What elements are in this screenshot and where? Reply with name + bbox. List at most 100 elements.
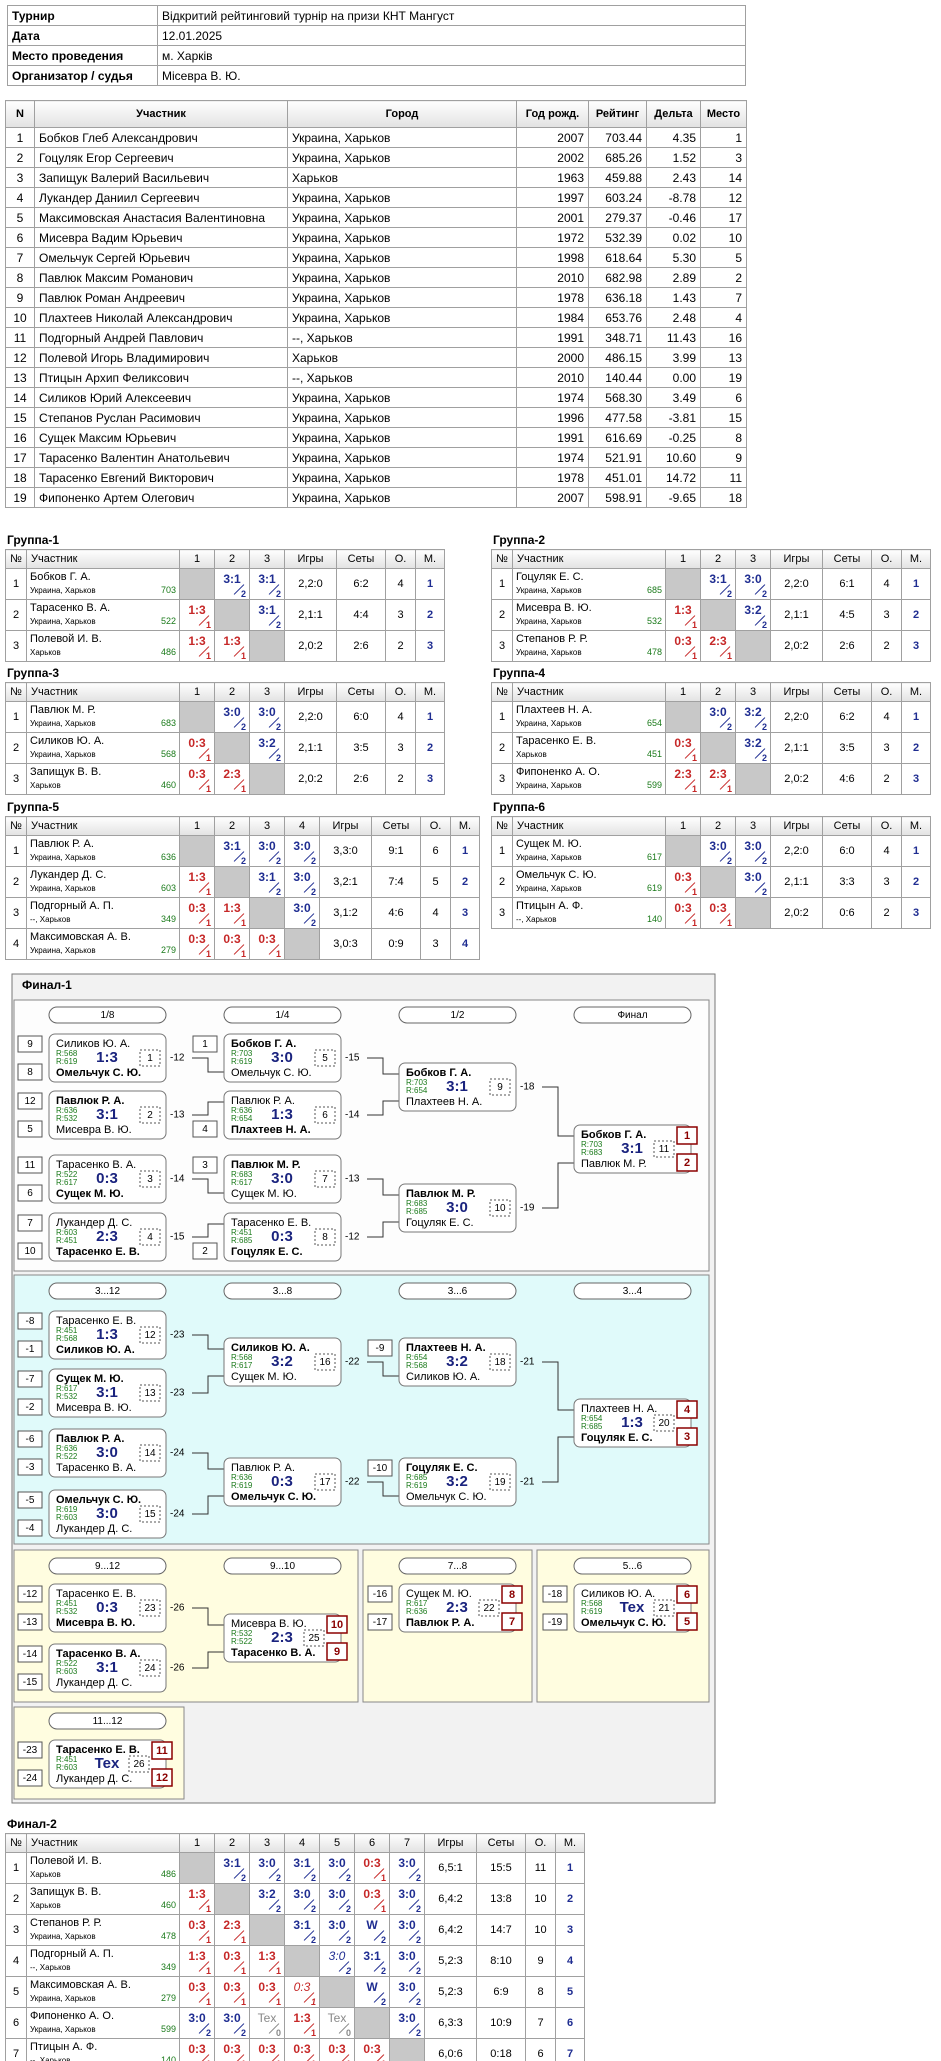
score: 3:0 (293, 1887, 311, 1901)
column-header: Игры (284, 682, 337, 702)
player-name: Тарасенко Е. В. (516, 735, 597, 747)
seed-box (17, 1214, 43, 1232)
player-2: Павлюк Р. А. (406, 1617, 474, 1629)
participant-cell: Украина, Харьков (287, 407, 517, 428)
participant-cell: Павлюк Роман Андреевич (34, 287, 288, 308)
player-name: Подгорный А. П. (30, 900, 114, 912)
match-number: 7 (322, 1174, 328, 1185)
participant-cell: Птицын Архип Феликсович (34, 367, 288, 388)
points: 6 (525, 2038, 556, 2061)
loser-destination: -24 (170, 1448, 185, 1459)
place: 1 (555, 1852, 585, 1884)
score-points: 2 (310, 856, 316, 866)
score-points: 1 (275, 1997, 281, 2007)
loser-destination: -18 (520, 1082, 535, 1093)
score-points: 1 (205, 620, 211, 630)
score: 3:0 (293, 839, 311, 853)
player-sub: Украина, Харьков 703 (30, 584, 176, 597)
self-cell (284, 928, 320, 960)
player-city: Харьков (30, 1901, 61, 1910)
column-header: 2 (700, 682, 736, 702)
table-title: Финал-2 (7, 1817, 57, 1831)
score: 3:1 (258, 603, 276, 617)
score-points: 2 (415, 1935, 421, 1945)
participant-cell: Украина, Харьков (287, 267, 517, 288)
player-sub: Украина, Харьков 685 (516, 584, 662, 597)
participant-cell: 1978 (516, 467, 589, 488)
score-points: 2 (415, 1873, 421, 1883)
score-cell: 3:0 2 (249, 835, 285, 867)
score-points: 2 (240, 2028, 246, 2038)
player-sub: --, Харьков 140 (516, 913, 662, 926)
score-cell: Tex 0 (319, 2007, 355, 2039)
connector (542, 1162, 574, 1209)
info-row: Дата 12.01.2025 (7, 25, 746, 46)
games: 2,1:1 (284, 599, 337, 631)
score-points: 0 (275, 2028, 281, 2038)
rating-1: R:451 (56, 1326, 78, 1335)
score: 1:3 (188, 603, 206, 617)
self-cell (284, 1945, 320, 1977)
place: 3 (901, 763, 931, 795)
loser-destination: -13 (345, 1174, 360, 1185)
score: 0:3 (223, 1949, 241, 1963)
round-label: 3...8 (273, 1286, 293, 1297)
player-rating: 486 (160, 1869, 176, 1879)
match-number: 18 (494, 1357, 506, 1368)
sets: 8:10 (476, 1945, 526, 1977)
score-cell: 2:3 1 (665, 763, 701, 795)
player-row: 1 Бобков Г. А. Украина, Харьков 703 3:1 2 3:1 2… (5, 568, 445, 600)
score: 0:3 (293, 2042, 311, 2056)
sets: 6:1 (822, 568, 872, 600)
seed: -8 (26, 1316, 35, 1327)
points: 2 (385, 763, 416, 795)
column-header: 1 (665, 549, 701, 569)
seed: -16 (373, 1589, 388, 1600)
match-number: 14 (144, 1448, 156, 1459)
place: 3 (415, 630, 445, 662)
player-1: Гоцуляк Е. С. (406, 1462, 478, 1474)
rating-2: R:654 (231, 1114, 253, 1123)
match-number: 22 (483, 1603, 495, 1614)
score-points: 2 (761, 753, 767, 763)
place: 3 (450, 897, 480, 929)
header-row: № Участник 1 2 3 Игры Сеты О. М. (5, 682, 445, 702)
games: 2,2:0 (284, 568, 337, 600)
score-points: 2 (761, 589, 767, 599)
score-cell: 1:3 1 (249, 1945, 285, 1977)
score: 3:0 (258, 839, 276, 853)
player-rating: 486 (160, 647, 176, 657)
info-row: Организатор / судья Місевра В. Ю. (7, 65, 746, 86)
score: 3:1 (223, 839, 241, 853)
score-points: 1 (240, 651, 246, 661)
points: 4 (385, 701, 416, 733)
participant-cell: 3 (700, 147, 747, 168)
score: 1:3 (223, 901, 241, 915)
score: 3:0 (293, 901, 311, 915)
score: W (366, 1918, 378, 1932)
score-points: 2 (275, 722, 281, 732)
row-number: 2 (5, 866, 27, 898)
match-score: 3:1 (96, 1106, 118, 1123)
connector (367, 1481, 399, 1497)
round-pill (573, 1282, 692, 1300)
player-sub: Украина, Харьков 619 (516, 882, 662, 895)
participant-cell: 9 (5, 287, 35, 308)
player-city: Украина, Харьков (516, 719, 582, 728)
player-cell: Максимовская А. В. Украина, Харьков 279 (26, 1976, 180, 2008)
match-score: 2:3 (446, 1599, 468, 1616)
player-rating: 654 (646, 718, 662, 728)
player-row: 2 Омельчук С. Ю. Украина, Харьков 619 0:3 1 3:… (491, 866, 931, 898)
column-header: № (491, 682, 513, 702)
seed-box (17, 1458, 43, 1476)
match-box (48, 1583, 167, 1633)
participant-row: 1 Бобков Глеб Александрович Украина, Харьк… (5, 127, 747, 148)
player-sub: Украина, Харьков 599 (516, 779, 662, 792)
rating-1: R:683 (406, 1199, 428, 1208)
player-cell: Сущек М. Ю. Украина, Харьков 617 (512, 835, 666, 867)
games: 3,1:2 (319, 897, 372, 929)
score-cell: 1:3 1 (214, 897, 250, 929)
connector (192, 1223, 224, 1238)
player-rating: 478 (646, 647, 662, 657)
player-cell: Фипоненко А. О. Украина, Харьков 599 (26, 2007, 180, 2039)
